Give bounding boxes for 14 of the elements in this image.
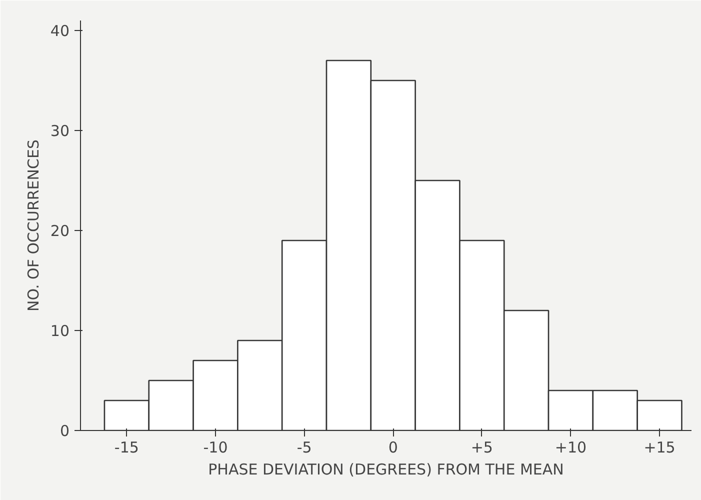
y-tick-label: 0 (60, 422, 70, 440)
y-tick-label: 30 (50, 122, 70, 140)
x-tick-label: +5 (470, 438, 493, 456)
x-tick-label: -10 (203, 438, 228, 456)
x-tick-label: -15 (114, 438, 139, 456)
x-tick-label: -5 (296, 438, 312, 456)
y-axis-title: NO. OF OCCURRENCES (24, 140, 42, 312)
y-tick-label: 10 (50, 322, 70, 340)
y-tick-label: 20 (50, 222, 70, 240)
x-tick-label: 0 (388, 438, 398, 456)
x-tick-label: +15 (644, 438, 676, 456)
x-tick-label: +10 (554, 438, 587, 456)
y-tick-label: 40 (50, 22, 70, 40)
x-axis-title: PHASE DEVIATION (DEGREES) FROM THE MEAN (208, 460, 564, 478)
